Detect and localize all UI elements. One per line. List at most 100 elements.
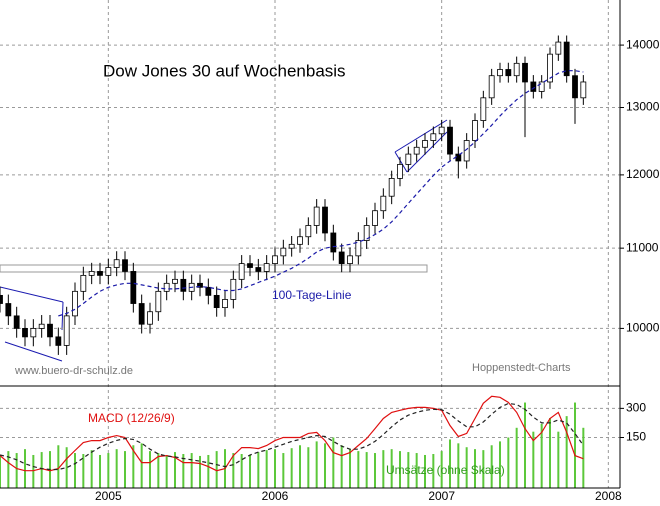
candle-body <box>13 315 20 329</box>
volume-bar <box>274 449 276 488</box>
volume-bar <box>365 452 368 488</box>
y-tick-label: 150 <box>626 430 646 444</box>
volume-bar <box>465 447 468 488</box>
volume-bar <box>515 427 518 488</box>
x-tick-label: 2007 <box>428 489 455 503</box>
watermark: www.buero-dr-schulz.de <box>14 365 133 377</box>
candle-body <box>213 294 220 309</box>
candle-body <box>230 278 237 300</box>
volume-bar <box>265 450 268 488</box>
volume-bar <box>290 448 293 488</box>
trend-line <box>394 151 408 173</box>
chart-title: Dow Jones 30 auf Wochenbasis <box>103 61 346 80</box>
volume-bar <box>332 437 335 488</box>
candle-body <box>0 294 3 304</box>
volume-bar <box>324 443 326 488</box>
macd-label: MACD (12/26/9) <box>88 411 175 425</box>
volume-bar <box>24 449 26 488</box>
indicator-line <box>0 402 584 471</box>
x-tick-label: 2008 <box>595 489 622 503</box>
candle-body <box>372 210 378 226</box>
candle-body <box>63 315 70 346</box>
trend-line <box>61 301 64 331</box>
candle-body <box>247 263 253 268</box>
volume-bar <box>124 451 126 488</box>
candle-body <box>55 336 62 346</box>
candle-body <box>547 53 553 83</box>
candle-body <box>413 146 420 155</box>
candle-body <box>288 243 295 249</box>
moving-average <box>58 70 584 317</box>
volume-bar <box>299 445 301 488</box>
volume-bar <box>199 455 201 488</box>
volume-bar <box>32 454 35 488</box>
candle-body <box>305 225 312 238</box>
volume-bar <box>0 454 1 488</box>
candle-body <box>130 271 137 304</box>
volume-bar <box>424 454 426 488</box>
candle-body <box>405 153 412 165</box>
candle-body <box>480 97 487 121</box>
volume-bar <box>557 431 560 488</box>
candle-body <box>347 255 353 265</box>
candle-body <box>580 81 587 99</box>
volume-bar <box>240 454 243 488</box>
candle-body <box>430 133 437 141</box>
candle-body <box>5 303 12 317</box>
volume-bar <box>115 449 118 488</box>
volume-bar <box>82 454 85 488</box>
volume-bar <box>282 453 285 488</box>
volume-bar <box>215 451 218 488</box>
volume-bar <box>432 454 435 488</box>
volume-bar <box>540 423 543 488</box>
candle-body <box>555 41 562 55</box>
volume-bar <box>99 454 101 488</box>
volume-label: Umsätze (ohne Skala) <box>386 463 505 477</box>
volume-bar <box>582 427 585 488</box>
volume-bar <box>249 454 251 488</box>
candle-body <box>488 75 495 99</box>
volume-bar <box>349 449 351 488</box>
candle-body <box>505 69 512 77</box>
volume-bar <box>165 454 168 488</box>
candle-body <box>97 271 103 276</box>
volume-bar <box>15 453 18 488</box>
candle-body <box>238 263 245 280</box>
volume-bar <box>182 454 185 488</box>
candle-body <box>197 282 203 288</box>
candle-body <box>388 178 395 197</box>
candle-body <box>297 236 303 245</box>
candle-body <box>572 75 578 99</box>
candle-body <box>22 328 28 338</box>
volume-bar <box>40 452 43 488</box>
volume-bar <box>74 453 76 488</box>
candle-body <box>147 311 153 325</box>
candle-body <box>205 286 212 296</box>
candle-body <box>88 271 95 276</box>
candle-body <box>280 247 287 257</box>
volume-bar <box>140 443 143 488</box>
y-tick-label: 11000 <box>626 240 659 254</box>
candle-body <box>163 282 170 292</box>
candle-body <box>80 274 87 292</box>
volume-bar <box>490 445 493 488</box>
candle-body <box>422 140 428 148</box>
volume-bar <box>7 451 10 488</box>
candle-body <box>355 240 362 257</box>
candle-body <box>322 206 328 234</box>
candle-body <box>113 259 120 268</box>
candle-body <box>47 323 53 338</box>
candle-body <box>463 140 470 162</box>
candle-body <box>138 303 145 325</box>
volume-bar <box>457 443 460 488</box>
candle-body <box>538 81 545 92</box>
volume-bar <box>190 453 193 488</box>
volume-bar <box>449 439 451 488</box>
y-tick-label: 12000 <box>626 167 660 181</box>
candle-body <box>155 290 162 313</box>
candle-body <box>455 153 462 162</box>
candle-body <box>272 255 278 265</box>
candle-body <box>330 232 337 253</box>
x-tick-label: 2006 <box>262 489 289 503</box>
